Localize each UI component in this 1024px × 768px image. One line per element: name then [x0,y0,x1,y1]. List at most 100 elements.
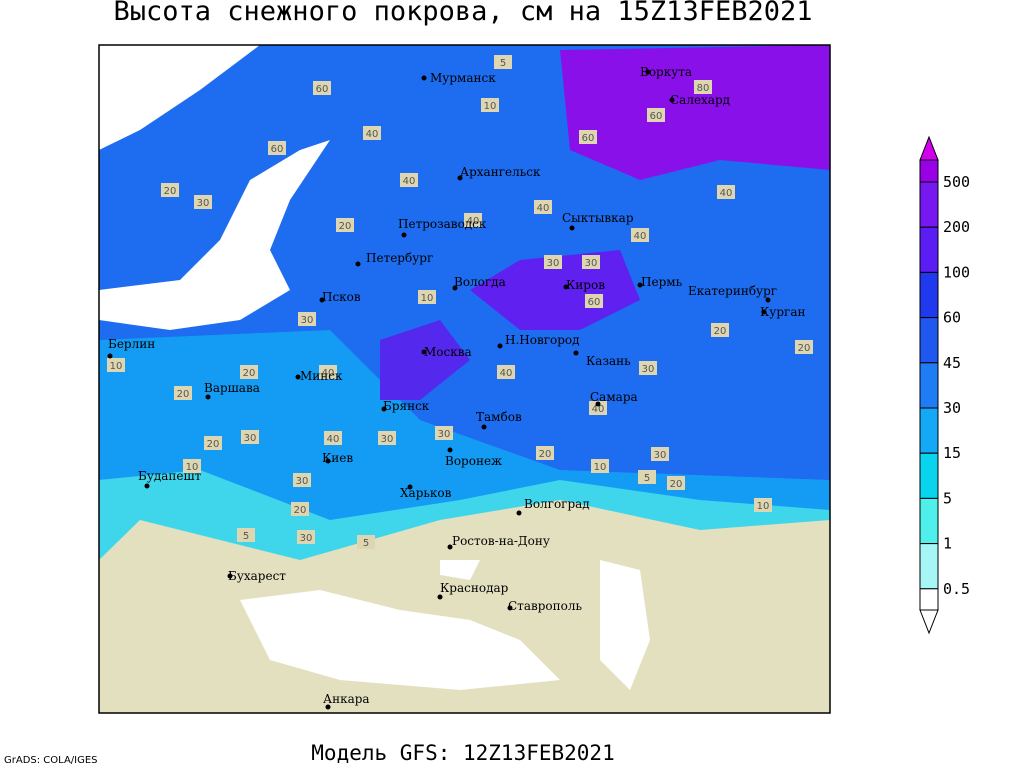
city-label: Мурманск [430,71,496,85]
contour-label: 60 [316,84,329,95]
contour-label-box [536,446,554,460]
contour-label-box [161,183,179,197]
contour-label: 40 [634,231,647,242]
sea [99,45,260,150]
contour-label: 20 [243,368,256,379]
contour-label-box [435,426,453,440]
city-label: Краснодар [440,581,509,595]
city-label: Сыктывкар [562,211,634,225]
contour-label: 60 [271,144,284,155]
legend-swatch [919,497,939,545]
contour-label: 30 [585,258,598,269]
contour-label: 10 [110,361,123,372]
city-label: Ростов-на-Дону [452,534,550,548]
city-label: Н.Новгород [505,333,580,347]
city-label: Минск [300,369,343,383]
city-dot [205,394,211,400]
city-dot [107,353,113,359]
contour-label-box [268,141,286,155]
city-label: Вологда [454,275,506,289]
contour-label-box [319,365,337,379]
legend-label: 30 [943,399,961,417]
city-dot [421,75,427,81]
city-dot [421,349,427,355]
contour-label-box [464,213,482,227]
azov-sea [440,560,480,580]
city-dot [595,401,601,407]
contour-label: 60 [650,111,663,122]
city-label: Псков [322,290,361,304]
city-label: Брянск [383,399,430,413]
legend-swatch [919,543,939,590]
legend-cap-bottom [919,609,939,635]
snow-deep [560,45,830,180]
city-dot [569,225,575,231]
contour-label-box [497,365,515,379]
contour-label: 5 [243,531,249,542]
contour-label-box [544,255,562,269]
contour-label-box [711,323,729,337]
contour-label: 5 [644,473,650,484]
contour-label-box [579,130,597,144]
city-label: Екатеринбург [688,284,777,298]
contour-label: 30 [300,533,313,544]
contour-label: 20 [177,389,190,400]
city-dot [319,297,325,303]
contour-label-box [418,290,436,304]
contour-label-box [494,55,512,69]
contour-label: 40 [720,188,733,199]
contour-label-box [291,502,309,516]
city-dot [497,343,503,349]
contour-label: 40 [467,216,480,227]
contour-label: 20 [294,505,307,516]
city-dot [507,605,513,611]
contour-label-box [298,312,316,326]
city-dot [437,594,443,600]
contour-label: 40 [322,368,335,379]
contour-label-box [313,81,331,95]
city-label: Анкара [323,692,370,706]
legend-cap-top [919,135,939,161]
city-dot [563,284,569,290]
city-label: Воронеж [445,454,502,468]
contour-label: 10 [484,101,497,112]
contour-label: 20 [798,343,811,354]
black-sea [240,590,560,690]
contour-label-box [293,473,311,487]
city-label: Петербург [366,251,433,265]
legend-swatch [919,407,939,454]
contour-label-box [241,430,259,444]
contour-label-box [324,431,342,445]
legend-label: 5 [943,489,952,507]
contour-label-box [591,459,609,473]
city-label: Ставрополь [508,599,582,613]
contour-label: 10 [594,462,607,473]
model-caption: Модель GFS: 12Z13FEB2021 [311,741,614,765]
caspian-sea [600,560,650,690]
legend-swatch [919,159,939,183]
legend-swatch [919,271,939,319]
legend-swatch [919,588,939,611]
contour-label: 40 [403,176,416,187]
contour-label-box [795,340,813,354]
legend-swatch [919,181,939,228]
contour-label: 20 [539,449,552,460]
legend-label: 100 [943,263,970,281]
city-label: Пермь [641,275,683,289]
contour-label: 20 [164,186,177,197]
city-dot [765,297,771,303]
credit: GrADS: COLA/IGES [4,755,98,766]
contour-label-box [647,108,665,122]
title: Высота снежного покрова, см на 15Z13FEB2… [114,0,813,27]
contour-label-box [378,431,396,445]
city-label: Курган [760,305,805,319]
city-label: Самара [590,390,638,404]
contour-label: 80 [697,83,710,94]
city-dot [516,510,522,516]
contour-label: 30 [296,476,309,487]
legend-swatch [919,362,939,409]
contour-label: 40 [537,203,550,214]
legend-swatch [919,317,939,364]
legend-label: 0.5 [943,580,970,598]
contour-label-box [336,218,354,232]
